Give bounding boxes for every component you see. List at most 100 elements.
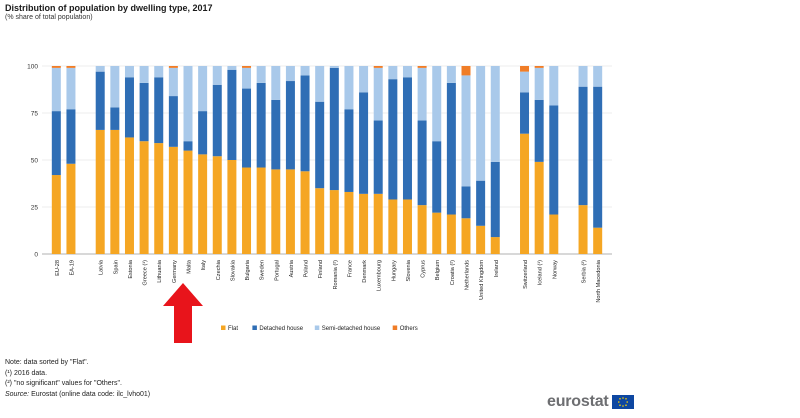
bar-segment <box>183 141 193 151</box>
bar-segment <box>51 111 61 176</box>
bar-segment <box>432 212 442 254</box>
bar-segment <box>124 137 134 254</box>
bar-segment <box>212 84 222 157</box>
x-tick-label: Romania (²) <box>333 260 339 290</box>
bar-segment <box>315 66 325 102</box>
x-tick-label: France <box>347 260 353 277</box>
x-tick-label: Greece (¹) <box>143 260 149 286</box>
bar-segment <box>227 160 237 254</box>
bar-segment <box>285 66 295 82</box>
bar-segment <box>300 171 310 254</box>
bar-segment <box>388 79 398 200</box>
bar-segment <box>285 81 295 170</box>
bar-segment <box>520 92 530 134</box>
bar-segment <box>212 66 222 85</box>
legend-label: Detached house <box>259 326 303 332</box>
bar-segment <box>242 167 252 254</box>
bar-segment <box>315 101 325 189</box>
note-1: (¹) 2016 data. <box>5 369 48 377</box>
bar-segment <box>271 99 281 170</box>
stacked-bar-chart: 0 25 50 75 100 EU-28 EA-19 Latvia Spain Estonia Gr… <box>27 64 612 332</box>
chart-title: Distribution of population by dwelling t… <box>5 3 213 13</box>
bar-segment <box>139 82 149 142</box>
bar-segment <box>271 169 281 254</box>
bar-segment <box>359 92 369 194</box>
bar-segment <box>95 129 105 254</box>
chart-notes: Note: data sorted by "Flat". (¹) 2016 da… <box>5 358 150 400</box>
source-text: Eurostat (online data code: ilc_lvho01) <box>29 390 151 398</box>
bar-segment <box>578 205 588 254</box>
bar-segment <box>329 66 339 68</box>
eurostat-logo: eurostat <box>547 393 634 411</box>
bar-segment <box>95 66 105 72</box>
bar-segment <box>402 199 412 254</box>
bar-segment <box>520 71 530 93</box>
bar-segment <box>66 66 76 68</box>
x-tick-label: Hungary <box>391 260 397 281</box>
bar-segment <box>549 214 559 254</box>
bar-segment <box>490 161 500 238</box>
bar-segment <box>168 66 178 68</box>
bar-segment <box>110 107 120 130</box>
bar-segment <box>212 156 222 254</box>
bar-segment <box>329 67 339 191</box>
legend-swatch <box>252 325 257 330</box>
x-tick-label: EA-19 <box>69 260 75 276</box>
legend-label: Others <box>400 326 418 332</box>
bar-segment <box>593 66 603 87</box>
bar-segment <box>534 66 544 68</box>
bar-segment <box>183 150 193 254</box>
bar-segment <box>446 214 456 254</box>
bar-segment <box>285 169 295 254</box>
bar-segment <box>446 66 456 83</box>
x-tick-label: Iceland (¹) <box>538 260 544 285</box>
x-tick-label: Germany <box>172 260 178 283</box>
bar-segment <box>256 82 266 168</box>
bar-segment <box>300 75 310 172</box>
bar-segment <box>490 66 500 162</box>
x-tick-label: Sweden <box>260 260 266 280</box>
eu-flag-icon <box>611 395 634 409</box>
bar-segment <box>139 141 149 254</box>
bar-segment <box>520 133 530 254</box>
bar-segment <box>256 167 266 254</box>
bar-segment <box>359 193 369 254</box>
bar-segment <box>417 120 427 206</box>
x-tick-label: Italy <box>201 260 207 270</box>
bar-segment <box>154 143 164 254</box>
bar-segment <box>139 66 149 83</box>
bar-segment <box>461 66 471 76</box>
bar-segment <box>593 86 603 228</box>
bar-segment <box>417 66 427 68</box>
bar-segment <box>124 77 134 138</box>
bar-segment <box>51 67 61 112</box>
y-tick-label: 50 <box>31 158 39 165</box>
bar-segment <box>227 69 237 160</box>
note-2: (²) "no significant" values for "Others"… <box>5 380 122 387</box>
bar-segment <box>461 186 471 219</box>
bar-segment <box>66 109 76 164</box>
bar-segment <box>446 82 456 215</box>
x-tick-label: North Macedonia <box>596 259 602 302</box>
bar-segment <box>373 120 383 194</box>
x-tick-label: Belgium <box>435 260 441 281</box>
bar-segment <box>344 191 354 254</box>
bar-segment <box>490 237 500 254</box>
bar-segment <box>344 109 354 192</box>
bar-segment <box>359 66 369 93</box>
x-tick-label: Spain <box>113 260 119 274</box>
x-tick-label: Slovakia <box>230 259 236 281</box>
x-tick-label: Denmark <box>362 260 368 283</box>
bar-segment <box>242 67 252 89</box>
x-tick-label: Slovenia <box>406 259 412 281</box>
x-tick-label: Lithuania <box>157 259 163 283</box>
x-tick-label: Poland <box>304 260 310 277</box>
x-tick-label: Switzerland <box>523 260 529 289</box>
bar-segment <box>402 77 412 200</box>
bar-segment <box>578 86 588 206</box>
bar-segment <box>110 129 120 254</box>
bar-segment <box>593 227 603 254</box>
x-tick-label: Croatia (²) <box>450 260 456 285</box>
x-tick-label: Portugal <box>274 260 280 281</box>
bar-segment <box>51 175 61 254</box>
